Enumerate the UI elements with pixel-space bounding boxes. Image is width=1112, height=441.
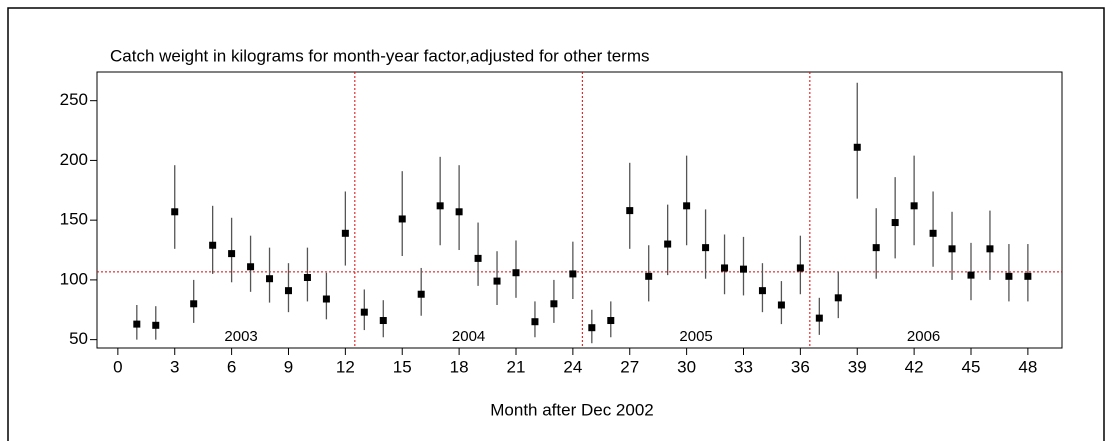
plot-area	[96, 71, 1063, 349]
x-tick-label: 12	[336, 357, 355, 376]
point	[664, 240, 672, 248]
point	[550, 300, 558, 308]
x-tick-label: 45	[962, 357, 981, 376]
x-tick-label: 21	[507, 357, 526, 376]
point	[721, 264, 729, 272]
year-label: 2004	[452, 328, 485, 345]
x-tick-label: 15	[393, 357, 412, 376]
point	[569, 270, 577, 278]
point	[379, 317, 387, 325]
point	[512, 269, 520, 277]
x-tick-label: 9	[284, 357, 293, 376]
point	[209, 241, 217, 249]
point	[834, 294, 842, 302]
point	[417, 290, 425, 298]
point	[133, 320, 141, 328]
point	[436, 202, 444, 210]
point	[910, 202, 918, 210]
point	[1005, 272, 1013, 280]
point	[341, 229, 349, 237]
x-tick-label: 30	[677, 357, 696, 376]
x-axis-label: Month after Dec 2002	[490, 400, 653, 419]
x-tick-label: 39	[848, 357, 867, 376]
chart-title: Catch weight in kilograms for month-year…	[110, 46, 650, 65]
point	[796, 264, 804, 272]
point	[626, 207, 634, 215]
point	[247, 263, 255, 271]
point	[929, 229, 937, 237]
y-tick-label: 100	[60, 269, 88, 288]
x-tick-label: 24	[563, 357, 582, 376]
point	[455, 208, 463, 216]
x-tick-label: 42	[905, 357, 924, 376]
point	[474, 254, 482, 262]
point	[493, 277, 501, 285]
point	[1024, 272, 1032, 280]
point	[986, 245, 994, 253]
point	[872, 244, 880, 252]
point	[322, 295, 330, 303]
frame	[7, 7, 1105, 441]
point	[853, 143, 861, 151]
year-label: 2006	[907, 328, 940, 345]
year-label: 2005	[679, 328, 712, 345]
x-tick-label: 18	[450, 357, 469, 376]
x-tick-label: 48	[1018, 357, 1037, 376]
point	[645, 272, 653, 280]
y-tick-label: 150	[60, 210, 88, 229]
point	[171, 208, 179, 216]
point	[588, 324, 596, 332]
point	[758, 287, 766, 295]
point	[266, 275, 274, 283]
point	[967, 271, 975, 279]
x-tick-label: 27	[620, 357, 639, 376]
point	[360, 308, 368, 316]
point	[398, 215, 406, 223]
point	[152, 321, 160, 329]
point	[948, 245, 956, 253]
point	[702, 244, 710, 252]
point	[891, 219, 899, 227]
y-tick-label: 250	[60, 90, 88, 109]
year-label: 2003	[224, 328, 257, 345]
point	[531, 318, 539, 326]
y-tick-label: 200	[60, 150, 88, 169]
x-tick-label: 0	[113, 357, 122, 376]
x-tick-label: 3	[170, 357, 179, 376]
point	[683, 202, 691, 210]
point	[815, 314, 823, 322]
x-tick-label: 33	[734, 357, 753, 376]
x-tick-label: 6	[227, 357, 236, 376]
point	[607, 317, 615, 325]
x-tick-label: 36	[791, 357, 810, 376]
point	[739, 265, 747, 273]
y-tick-label: 50	[69, 329, 88, 348]
point	[284, 287, 292, 295]
point	[190, 300, 198, 308]
point	[228, 250, 236, 258]
point	[777, 301, 785, 309]
point	[303, 274, 311, 282]
